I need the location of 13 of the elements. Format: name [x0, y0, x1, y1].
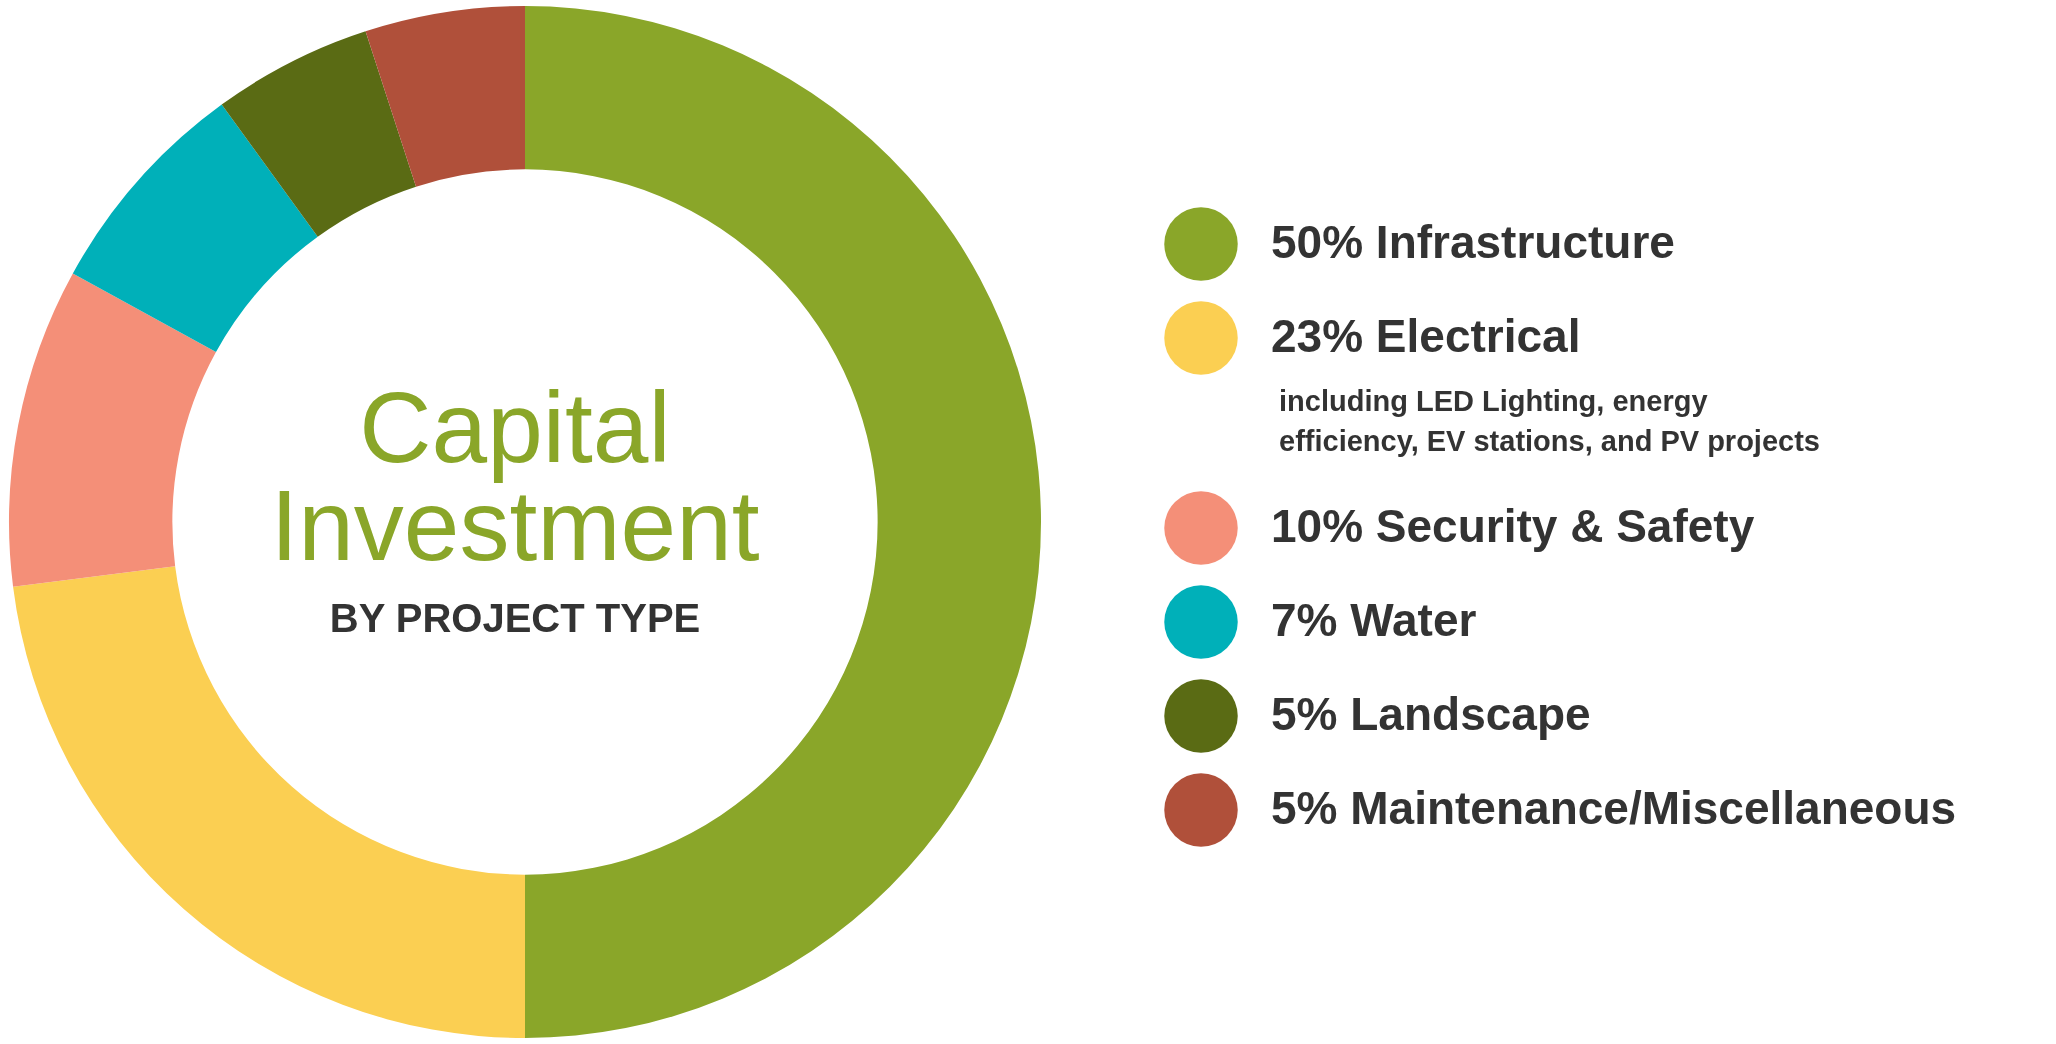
- legend-label: 7% Water: [1271, 594, 1477, 646]
- donut-slice: [9, 273, 216, 587]
- legend-label: 50% Infrastructure: [1271, 216, 1675, 268]
- donut-slice: [365, 6, 525, 187]
- legend-label: 5% Landscape: [1271, 688, 1591, 740]
- text: including LED Lighting, energy efficiency, EV stations, and PV projects: [1279, 385, 1820, 457]
- text: Capital Investment: [270, 371, 760, 581]
- legend-label: 10% Security & Safety: [1271, 500, 1755, 552]
- legend-label: 23% Electrical: [1271, 310, 1581, 362]
- legend-label: 5% Maintenance/Miscellaneous: [1271, 782, 1957, 834]
- donut-slice: [221, 31, 417, 237]
- text: BY PROJECT TYPE: [329, 596, 701, 640]
- donut-slice: [72, 104, 318, 353]
